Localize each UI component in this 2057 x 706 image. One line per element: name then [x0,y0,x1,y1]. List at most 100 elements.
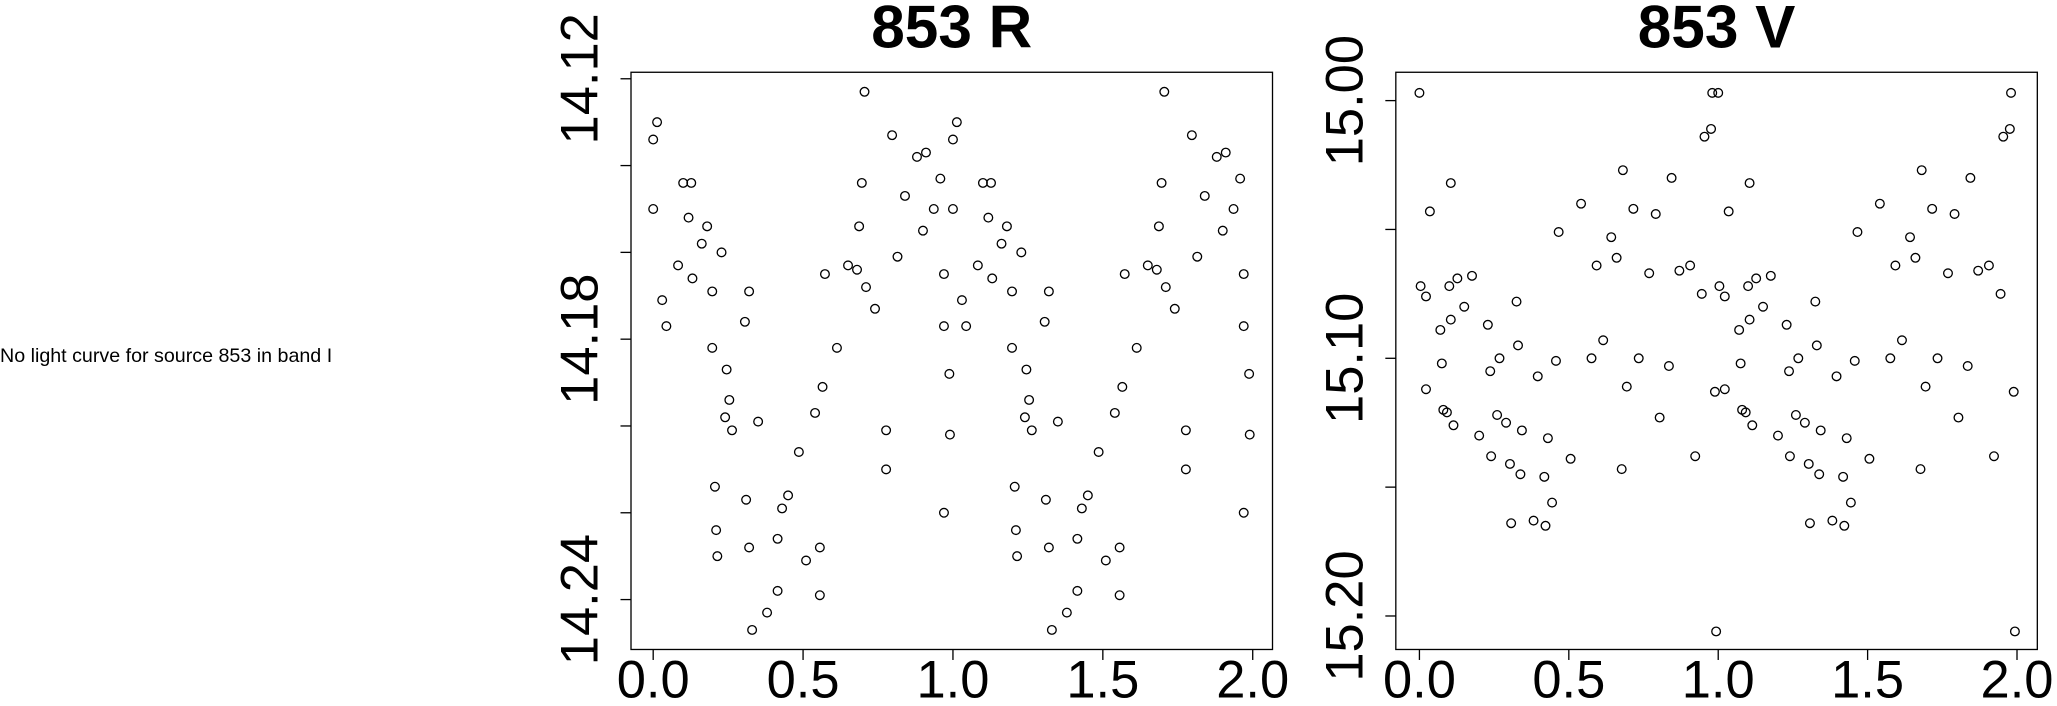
data-point [1663,361,1674,372]
data-point [1494,353,1505,364]
data-point [1228,203,1239,214]
data-point [1989,451,1999,462]
data-point [1151,264,1162,275]
data-point [1220,147,1231,158]
data-point [702,221,713,232]
data-point [1874,198,1885,209]
data-point [1142,260,1153,271]
data-point [1109,407,1120,418]
data-point [696,238,707,249]
data-point [1528,515,1539,526]
data-point [1515,469,1526,480]
data-point [1706,123,1717,134]
data-point [944,429,955,440]
data-point [1052,416,1063,427]
chart-title: 853 V [1638,0,1796,61]
data-point [1650,209,1661,219]
data-point [673,260,684,271]
data-point [1119,269,1130,280]
data-point [1072,533,1083,544]
data-point [683,212,694,223]
data-point [938,321,949,332]
data-point [1076,503,1087,514]
data-point [1046,624,1057,635]
data-point [817,381,828,392]
data-point [1723,206,1734,217]
data-point [1043,542,1054,553]
data-point [1696,288,1707,299]
data-point [859,86,870,97]
data-point [1244,429,1255,440]
data-point [1942,268,1953,279]
data-point [1781,319,1792,330]
data-point [911,151,922,162]
data-point [1169,303,1180,314]
data-point [1803,458,1814,469]
data-point [2006,87,2017,98]
data-point [1532,371,1543,382]
data-point [777,503,788,514]
data-point [1238,269,1249,280]
data-point [983,212,994,223]
data-point [920,147,931,158]
no-data-message: No light curve for source 853 in band I [0,345,332,367]
data-point [986,177,997,188]
y-tick-label: 15.10 [1316,293,1374,424]
x-tick-label: 2.0 [1216,651,1289,706]
data-point [1550,355,1561,366]
data-point [1685,260,1696,271]
data-point [1444,281,1455,292]
data-point [1628,203,1639,214]
data-point [783,490,794,501]
data-point [996,238,1007,249]
data-point [1841,433,1852,444]
data-point [1905,232,1916,243]
data-point [1012,551,1023,562]
data-point [1751,273,1762,284]
data-point [944,368,955,379]
x-tick-label: 0.0 [1383,651,1456,706]
data-point [1740,407,1751,418]
data-point [938,507,949,518]
data-point [1072,585,1083,596]
data-point [1743,281,1754,292]
x-tick-label: 1.5 [1831,651,1904,706]
data-point [1474,430,1485,441]
data-point [1617,165,1628,176]
data-point [2004,123,2015,134]
data-point [1565,453,1576,464]
data-point [1131,342,1142,353]
data-point [1016,247,1027,258]
data-point [1714,281,1725,292]
data-point [1719,384,1730,395]
data-point [1007,286,1017,297]
data-point [716,247,727,258]
data-point [678,177,689,188]
data-point [1160,282,1171,293]
data-point [819,269,830,280]
data-point [772,533,783,544]
data-point [1009,481,1020,492]
data-point [1827,515,1838,526]
data-point [1633,353,1644,364]
data-point [1516,425,1527,436]
data-point [1598,335,1609,346]
data-point [1021,364,1032,375]
data-point [1114,542,1125,553]
data-point [1690,451,1701,462]
data-point [652,117,663,128]
data-point [793,447,804,457]
data-point [1949,209,1960,219]
data-point [1699,131,1710,142]
data-point [1186,130,1197,141]
data-point [1421,291,1431,302]
data-point [1010,525,1021,536]
data-point [1616,464,1627,475]
data-point [1815,425,1826,436]
data-point [1713,87,1724,98]
data-point [814,590,825,601]
data-point [1445,314,1456,325]
data-point [727,425,738,436]
data-point [1114,590,1125,601]
